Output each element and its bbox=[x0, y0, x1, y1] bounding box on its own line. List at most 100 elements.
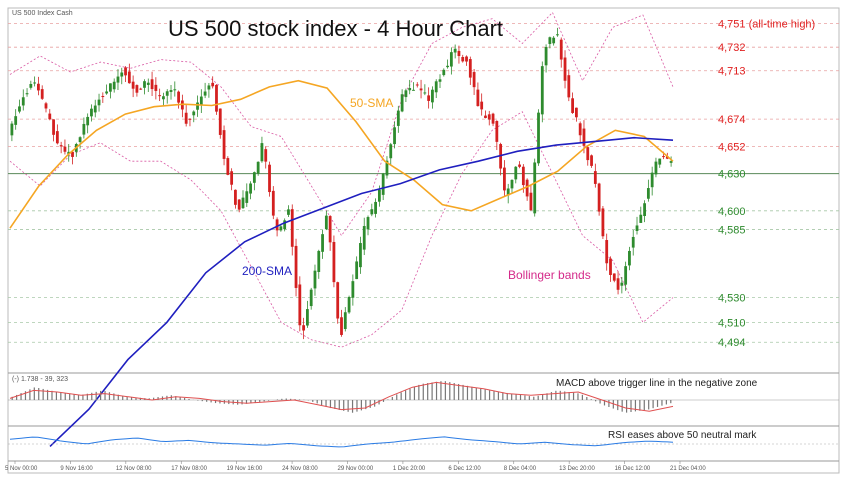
candle-body bbox=[590, 155, 593, 166]
candle-body bbox=[44, 103, 48, 109]
candle-body bbox=[628, 250, 631, 266]
x-tick-label: 5 Nov 00:00 bbox=[5, 466, 38, 472]
chart-title: US 500 stock index - 4 Hour Chart bbox=[168, 16, 503, 41]
candle-body bbox=[105, 91, 109, 94]
candle-body bbox=[283, 220, 287, 230]
level-label-9: 4,510 bbox=[718, 317, 746, 329]
candle-body bbox=[643, 203, 646, 217]
rsi-note: RSI eases above 50 neutral mark bbox=[608, 430, 757, 441]
candle-body bbox=[631, 236, 635, 248]
macd-note: MACD above trigger line in the negative … bbox=[556, 378, 758, 389]
candle-body bbox=[556, 34, 559, 36]
candle-body bbox=[635, 225, 639, 231]
candle-body bbox=[419, 88, 423, 91]
candle-body bbox=[540, 66, 544, 115]
candle-body bbox=[495, 121, 499, 142]
candle-body bbox=[226, 158, 230, 175]
x-tick-label: 6 Dec 12:00 bbox=[448, 466, 481, 472]
level-label-2: 4,713 bbox=[718, 66, 746, 78]
candle-body bbox=[605, 240, 609, 264]
candle-body bbox=[211, 82, 215, 87]
candle-body bbox=[533, 162, 537, 214]
candle-body bbox=[574, 107, 578, 118]
candle-body bbox=[616, 278, 620, 290]
candle-body bbox=[639, 214, 643, 223]
level-label-0: 4,751 (all-time high) bbox=[718, 19, 815, 31]
candle-body bbox=[196, 102, 199, 110]
macd-layer bbox=[8, 381, 839, 413]
candle-body bbox=[135, 85, 139, 93]
candle-body bbox=[25, 93, 29, 95]
level-label-1: 4,732 bbox=[718, 42, 746, 54]
candle-body bbox=[271, 190, 275, 216]
candle-body bbox=[146, 82, 150, 85]
candle-body bbox=[381, 173, 385, 195]
candle-body bbox=[33, 82, 37, 84]
candle-body bbox=[650, 172, 654, 188]
x-tick-label: 9 Nov 16:00 bbox=[60, 466, 93, 472]
level-label-5: 4,630 bbox=[718, 169, 746, 181]
candle-body bbox=[82, 123, 86, 135]
candle-body bbox=[404, 90, 408, 98]
candle-body bbox=[294, 245, 298, 288]
level-label-10: 4,494 bbox=[718, 337, 746, 349]
candle-body bbox=[97, 99, 101, 106]
candle-body bbox=[525, 179, 529, 197]
candle-body bbox=[230, 171, 234, 185]
candle-body bbox=[241, 197, 245, 209]
candle-body bbox=[359, 243, 362, 268]
candle-body bbox=[188, 118, 192, 120]
candle-body bbox=[59, 145, 63, 147]
candle-body bbox=[377, 189, 381, 202]
x-tick-label: 1 Dec 20:00 bbox=[393, 466, 426, 472]
candle-body bbox=[275, 219, 279, 231]
candle-body bbox=[203, 91, 207, 96]
candle-body bbox=[362, 226, 366, 250]
candle-body bbox=[256, 161, 260, 174]
candle-body bbox=[665, 156, 669, 159]
candle-body bbox=[434, 81, 438, 93]
candle-body bbox=[321, 234, 324, 252]
macd-header: (-) 1.738 - 39, 323 bbox=[12, 376, 68, 383]
candle-body bbox=[461, 56, 465, 62]
candle-body bbox=[393, 127, 396, 145]
level-label-8: 4,530 bbox=[718, 293, 746, 305]
candle-body bbox=[249, 183, 252, 194]
candle-body bbox=[21, 97, 25, 106]
sma200-line bbox=[49, 136, 674, 447]
sma50-line bbox=[9, 79, 674, 229]
candle-body bbox=[139, 88, 143, 90]
candle-body bbox=[601, 208, 605, 237]
candle-body bbox=[654, 161, 658, 175]
candle-body bbox=[71, 151, 74, 157]
candle-body bbox=[423, 92, 427, 94]
candle-body bbox=[78, 137, 82, 143]
candle-body bbox=[582, 128, 586, 146]
candle-body bbox=[90, 108, 93, 117]
candle-body bbox=[366, 217, 370, 230]
chart-frame bbox=[7, 7, 840, 474]
candle-body bbox=[389, 144, 393, 159]
macd-signal-line bbox=[9, 381, 674, 412]
candle-body bbox=[279, 226, 283, 231]
candle-body bbox=[567, 75, 571, 98]
candle-body bbox=[18, 106, 21, 112]
candle-body bbox=[548, 37, 552, 44]
x-tick-label: 19 Nov 16:00 bbox=[227, 466, 263, 472]
candle-body bbox=[563, 57, 567, 81]
candle-body bbox=[165, 91, 169, 96]
x-tick-label: 12 Nov 08:00 bbox=[116, 466, 152, 472]
candles-layer bbox=[10, 27, 673, 340]
x-tick-label: 29 Nov 00:00 bbox=[338, 466, 374, 472]
candle-body bbox=[309, 289, 313, 307]
candle-body bbox=[487, 114, 491, 120]
candle-body bbox=[55, 131, 59, 144]
candle-body bbox=[446, 65, 449, 68]
candle-body bbox=[324, 215, 328, 230]
candle-body bbox=[173, 89, 177, 91]
candle-body bbox=[465, 56, 468, 62]
candle-body bbox=[158, 95, 162, 97]
candle-body bbox=[192, 111, 196, 116]
sma50-annotation: 50-SMA bbox=[350, 96, 393, 110]
candle-body bbox=[218, 108, 222, 135]
